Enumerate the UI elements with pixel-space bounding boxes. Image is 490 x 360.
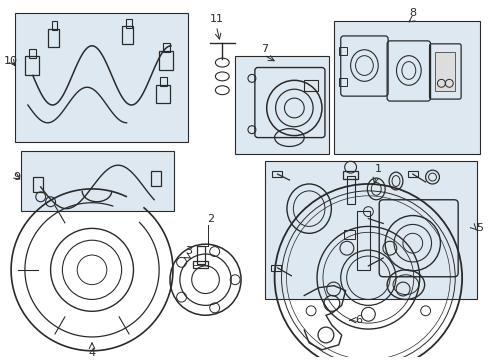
Bar [408, 171, 417, 177]
Bar [265, 161, 477, 300]
Bar [122, 26, 133, 44]
Bar [125, 19, 131, 28]
Bar [21, 152, 174, 211]
Text: 11: 11 [209, 14, 223, 24]
Bar [196, 246, 204, 264]
Text: 5: 5 [476, 224, 484, 233]
Bar [270, 265, 281, 271]
Text: 2: 2 [207, 213, 214, 224]
Bar [48, 29, 59, 47]
Bar [346, 176, 355, 204]
Text: 10: 10 [4, 55, 18, 66]
Bar [235, 56, 329, 154]
Bar [436, 52, 455, 91]
Bar [304, 80, 318, 91]
Bar [339, 78, 346, 86]
Text: 3: 3 [185, 246, 192, 256]
Bar [163, 43, 170, 52]
Text: 9: 9 [13, 172, 21, 182]
Text: 1: 1 [375, 164, 382, 174]
Bar [25, 56, 39, 75]
Text: 4: 4 [89, 348, 96, 358]
Bar [193, 261, 208, 268]
Bar [343, 171, 359, 179]
Text: 7: 7 [261, 44, 269, 54]
Bar [343, 230, 355, 239]
Bar [151, 171, 161, 186]
Bar [160, 77, 167, 86]
Bar [357, 211, 370, 270]
Bar [339, 47, 346, 55]
Bar [334, 21, 480, 154]
Bar [159, 51, 173, 71]
Text: 6: 6 [355, 315, 362, 325]
Bar [29, 49, 36, 58]
Text: 8: 8 [409, 8, 416, 18]
Bar [33, 177, 43, 192]
Bar [156, 85, 170, 103]
Bar [51, 21, 57, 30]
Bar [271, 171, 282, 177]
Bar [15, 13, 188, 141]
